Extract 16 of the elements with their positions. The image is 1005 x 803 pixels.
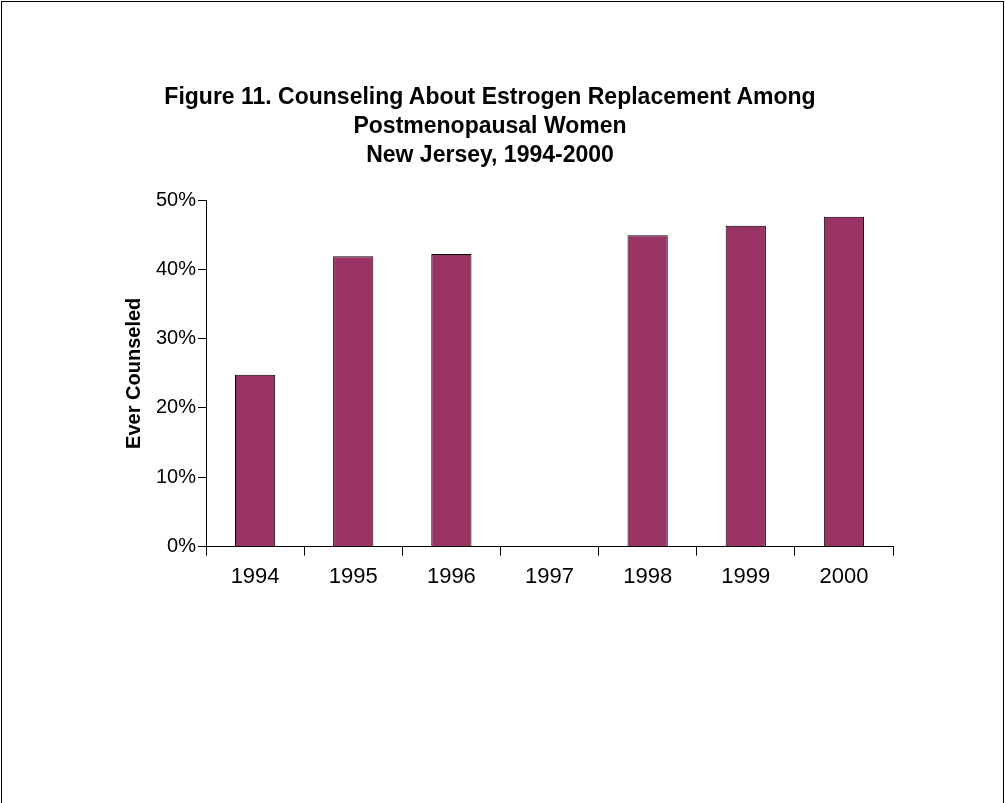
x-tick-label: 1995 (328, 562, 378, 588)
x-tick-label: 2000 (819, 562, 869, 588)
chart-title: Figure 11. Counseling About Estrogen Replacement Among Postmenopausal Women (163, 82, 817, 140)
x-tick-label: 1996 (426, 562, 476, 588)
x-tick-label: 1994 (230, 562, 280, 588)
x-tick-label: 1997 (525, 562, 574, 588)
x-tick-label: 1999 (721, 562, 771, 588)
y-tick-label: 10% (156, 464, 197, 487)
y-tick-label: 30% (156, 326, 197, 349)
y-tick-label: 0% (167, 534, 197, 557)
y-tick-label: 40% (156, 256, 197, 279)
y-tick-label: 50% (156, 187, 197, 210)
y-tick-label: 20% (156, 395, 197, 418)
y-axis-title: Ever Counseled (121, 297, 144, 449)
chart-subtitle: New Jersey, 1994-2000 (365, 140, 615, 169)
x-tick-label: 1998 (623, 562, 673, 588)
